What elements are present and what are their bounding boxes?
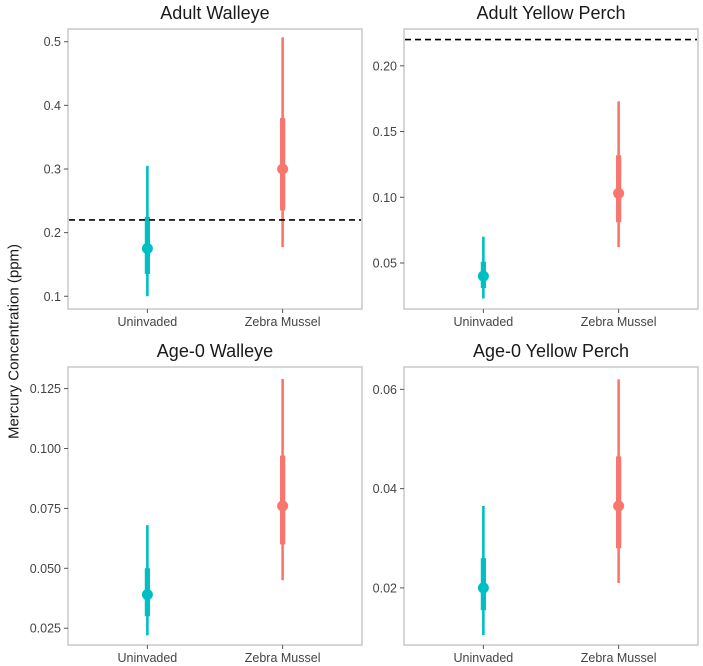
x-tick-label: Uninvaded	[453, 651, 513, 665]
y-tick-label: 0.4	[44, 99, 61, 113]
point-estimate	[277, 163, 289, 175]
x-tick-label: Uninvaded	[117, 315, 177, 329]
point-estimate	[613, 500, 625, 512]
y-tick-label: 0.050	[30, 562, 61, 576]
panel-title: Age-0 Yellow Perch	[473, 341, 629, 361]
point-estimate	[613, 187, 625, 199]
x-tick-label: Uninvaded	[453, 315, 513, 329]
point-estimate	[277, 500, 289, 512]
y-tick-label: 0.02	[373, 581, 397, 595]
y-tick-label: 0.05	[373, 256, 397, 270]
y-tick-label: 0.5	[44, 35, 61, 49]
y-tick-label: 0.10	[373, 191, 397, 205]
y-tick-label: 0.06	[373, 383, 397, 397]
y-tick-label: 0.04	[373, 482, 397, 496]
panel-frame	[67, 28, 363, 310]
y-tick-label: 0.1	[44, 290, 61, 304]
y-tick-label: 0.2	[44, 226, 61, 240]
x-tick-label: Zebra Mussel	[245, 651, 321, 665]
y-tick-label: 0.125	[30, 382, 61, 396]
point-estimate	[141, 243, 153, 255]
y-tick-label: 0.20	[373, 59, 397, 73]
x-tick-label: Zebra Mussel	[581, 315, 657, 329]
panel-title: Adult Walleye	[160, 3, 269, 23]
y-tick-label: 0.075	[30, 502, 61, 516]
x-tick-label: Zebra Mussel	[581, 651, 657, 665]
x-tick-label: Zebra Mussel	[245, 315, 321, 329]
x-tick-label: Uninvaded	[117, 651, 177, 665]
y-tick-label: 0.3	[44, 163, 61, 177]
point-estimate	[477, 582, 489, 594]
y-tick-label: 0.15	[373, 125, 397, 139]
panel-frame	[403, 28, 699, 310]
panel-title: Age-0 Walleye	[157, 341, 273, 361]
panel-frame	[403, 366, 699, 646]
y-tick-label: 0.100	[30, 442, 61, 456]
panel-frame	[67, 366, 363, 646]
y-tick-label: 0.025	[30, 622, 61, 636]
panel-title: Adult Yellow Perch	[476, 3, 625, 23]
point-estimate	[477, 270, 489, 282]
point-estimate	[141, 589, 153, 601]
y-axis-label: Mercury Concentration (ppm)	[5, 243, 23, 440]
